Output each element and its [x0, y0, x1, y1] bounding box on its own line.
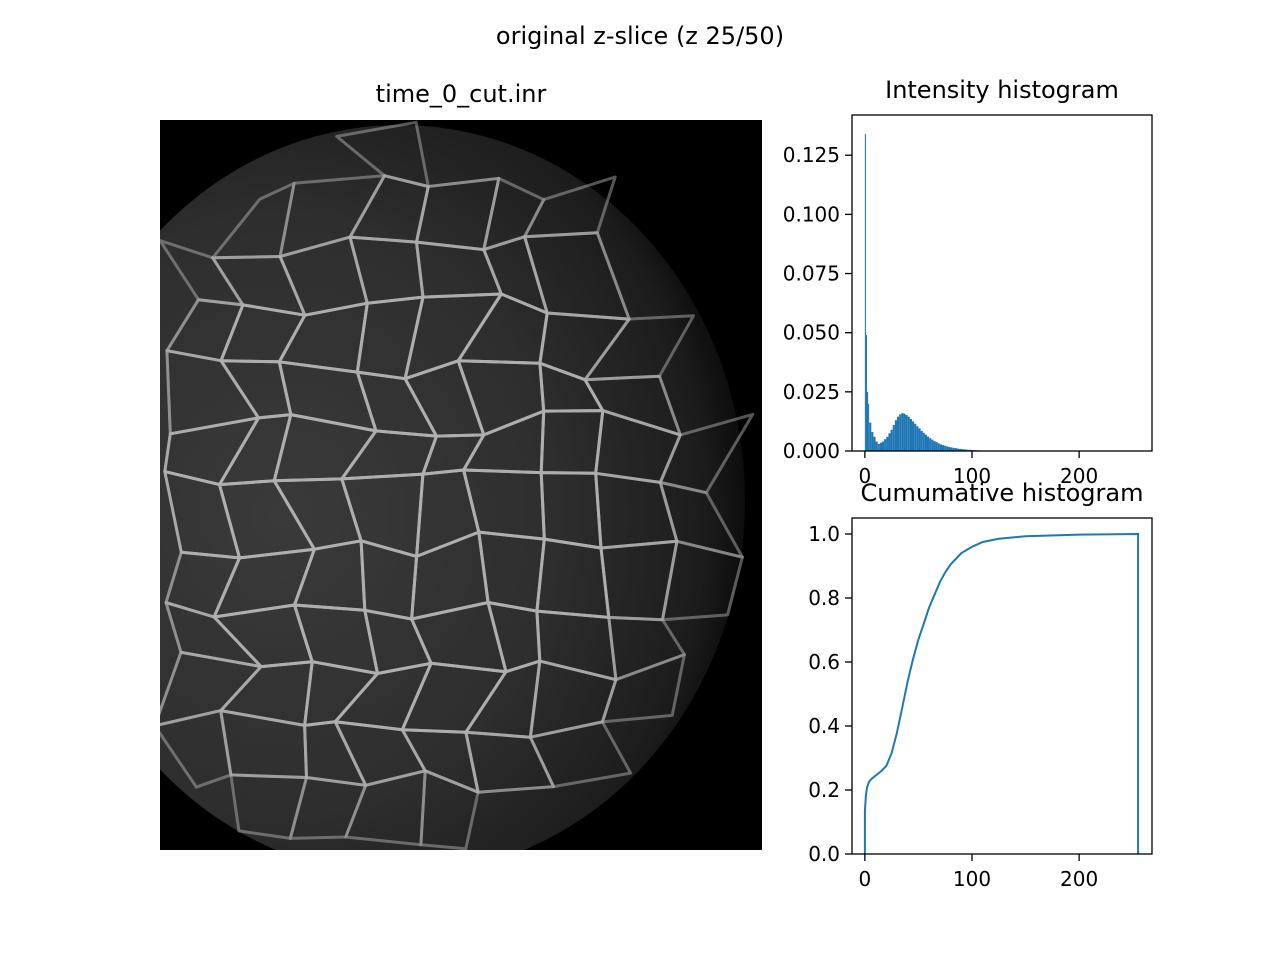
histogram-bar	[952, 447, 955, 451]
histogram-bar	[882, 441, 885, 451]
histogram-bars	[864, 133, 996, 452]
histogram-bar	[912, 421, 915, 451]
histogram-bar	[954, 448, 957, 451]
cell-outline	[528, 720, 633, 789]
histogram-bar	[914, 423, 917, 451]
cell-outline	[607, 615, 686, 682]
histogram-bar	[950, 447, 953, 451]
histogram-bar	[888, 433, 891, 451]
image-panel-title: time_0_cut.inr	[376, 80, 547, 108]
intensity-histogram-axes: Intensity histogram 0 100 200 0.000 0.025 0.0…	[783, 76, 1153, 488]
histogram-bar	[877, 443, 880, 451]
histogram-bar	[948, 446, 951, 451]
histogram-bar	[933, 441, 936, 451]
histogram-bar	[871, 432, 874, 451]
histogram-bar	[965, 449, 968, 451]
cumulative-xtick-label: 100	[953, 867, 991, 891]
histogram-ytick-label: 0.000	[783, 439, 840, 463]
histogram-bar	[963, 449, 966, 451]
histogram-bar	[894, 420, 897, 451]
histogram-title: Intensity histogram	[885, 76, 1119, 104]
histogram-bar	[927, 436, 930, 451]
tissue-region	[160, 125, 745, 850]
figure-suptitle: original z-slice (z 25/50)	[496, 22, 784, 50]
histogram-frame	[851, 114, 1153, 452]
histogram-bar	[897, 416, 900, 451]
histogram-bar	[864, 133, 866, 452]
histogram-bar	[884, 439, 887, 451]
histogram-bar	[920, 430, 923, 451]
histogram-xtick-label: 0	[858, 464, 871, 488]
histogram-bar	[867, 391, 869, 451]
cell-outline	[528, 659, 618, 739]
cumulative-histogram-axes: Cumumative histogram 0 100 200 0.0 0.2 0.4 0.6…	[808, 479, 1153, 891]
histogram-bar	[903, 413, 906, 451]
histogram-bar	[892, 424, 895, 451]
histogram-bar	[935, 442, 938, 451]
cell-outline	[229, 773, 308, 840]
histogram-bar	[929, 438, 932, 451]
cumulative-line	[863, 532, 1140, 854]
cell-outline	[344, 769, 427, 847]
histogram-bar	[886, 436, 889, 451]
cumulative-ytick-label: 0.8	[808, 586, 840, 610]
histogram-bar	[918, 428, 921, 451]
histogram-xtick-label: 200	[1060, 464, 1098, 488]
cumulative-line-series	[863, 532, 1140, 854]
cell-outline	[419, 769, 480, 850]
histogram-bar	[961, 449, 964, 451]
cell-membrane-mesh	[160, 120, 755, 850]
histogram-bar	[901, 413, 904, 451]
histogram-bar	[905, 415, 908, 451]
image-panel: time_0_cut.inr	[160, 80, 762, 850]
histogram-bar	[957, 448, 960, 451]
histogram-ytick-label: 0.075	[783, 262, 840, 286]
histogram-bar	[939, 444, 942, 451]
cell-outline	[658, 480, 744, 559]
histogram-ytick-label: 0.100	[783, 202, 840, 226]
cumulative-xtick-label: 0	[858, 867, 871, 891]
histogram-bar	[937, 443, 940, 451]
cumulative-ytick-label: 0.6	[808, 650, 840, 674]
histogram-bar	[922, 432, 925, 451]
histogram-bar	[899, 414, 902, 451]
cumulative-ytick-label: 0.2	[808, 778, 840, 802]
histogram-bar	[879, 442, 882, 451]
cell-outline	[464, 730, 555, 794]
histogram-bar	[931, 439, 934, 451]
histogram-bar	[865, 335, 867, 451]
cumulative-ytick-label: 0.4	[808, 714, 840, 738]
histogram-xtick-label: 100	[953, 464, 991, 488]
histogram-bar	[869, 422, 872, 451]
histogram-bar	[946, 446, 949, 451]
histogram-bar	[890, 429, 893, 451]
cell-outline	[288, 776, 368, 840]
cumulative-title: Cumumative histogram	[861, 479, 1144, 507]
histogram-ytick-label: 0.125	[783, 143, 840, 167]
histogram-ticks: 0 100 200 0.000 0.025 0.050 0.075 0.100 0.125	[783, 143, 1099, 488]
histogram-ytick-label: 0.025	[783, 380, 840, 404]
histogram-bar	[868, 403, 870, 451]
cumulative-ytick-label: 0.0	[808, 842, 840, 866]
histogram-bar	[924, 434, 927, 451]
histogram-bar	[909, 419, 912, 451]
histogram-bar	[959, 448, 962, 451]
histogram-bar	[942, 445, 945, 451]
histogram-ytick-label: 0.050	[783, 321, 840, 345]
cell-outline	[600, 653, 686, 724]
cell-outline	[661, 539, 744, 622]
histogram-bar	[916, 426, 919, 451]
histogram-bar	[875, 441, 878, 451]
histogram-bar	[873, 436, 876, 451]
cell-outline	[658, 412, 755, 495]
histogram-bar	[907, 416, 910, 451]
cumulative-frame	[851, 517, 1153, 855]
cell-outline	[599, 539, 679, 622]
cumulative-ticks: 0 100 200 0.0 0.2 0.4 0.6 0.8 1.0	[808, 522, 1098, 891]
cumulative-xtick-label: 200	[1060, 867, 1098, 891]
cumulative-ytick-label: 1.0	[808, 522, 840, 546]
histogram-bar	[944, 445, 947, 451]
